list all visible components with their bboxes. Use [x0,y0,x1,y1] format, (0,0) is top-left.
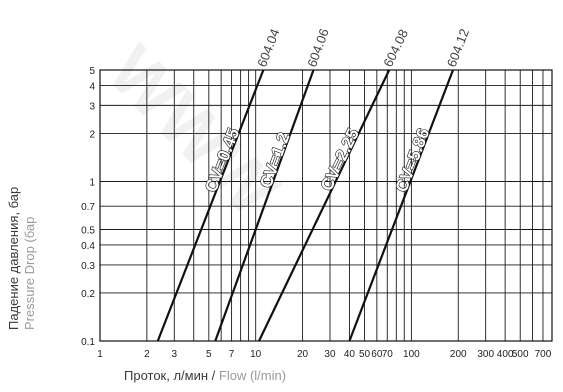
x-tick-label: 2 [144,349,150,360]
y-tick-label: 2 [89,129,95,140]
x-tick-label: 100 [403,349,420,360]
y-tick-label: 0.1 [81,337,95,348]
y-tick-label: 0.7 [81,202,95,213]
y-tick-label: 1 [89,177,95,188]
y-tick-label: 0.4 [81,241,95,252]
x-tick-label: 1 [97,349,103,360]
x-axis-label: Проток, л/мин / Flow (l/min) [124,368,286,383]
x-axis-label-separator: / [208,368,219,383]
x-axis-label-en: Flow (l/min) [218,368,287,383]
x-tick-label: 10 [250,349,262,360]
x-tick-label: 7 [229,349,235,360]
y-tick-label: 5 [89,66,95,77]
x-tick-label: 300 [477,349,494,360]
x-tick-label: 5 [206,349,212,360]
x-tick-label: 50 [359,349,371,360]
x-tick-label: 200 [450,349,467,360]
series-line-604.08 [258,69,391,342]
plot-frame [99,69,553,342]
grid [99,69,553,342]
series-name-label: 604.08 [380,27,411,69]
x-tick-label: 3 [172,349,178,360]
x-tick-label: 700 [535,349,552,360]
y-tick-label: 0.2 [81,289,95,300]
series-line-604.04 [156,69,265,342]
x-tick-label: 60 [371,349,383,360]
x-tick-label: 20 [297,349,309,360]
cv-label: CV=5.86 [392,126,434,195]
series-name-label: 604.12 [444,27,472,70]
y-tick-labels: 0.1 0.2 0.3 0.4 0.5 0.7 1 2 3 4 5 [81,66,95,348]
x-axis-label-ru: Проток, л/мин [124,368,209,383]
series-line-604.06 [214,69,315,342]
cv-label: CV=0.45 [201,126,243,195]
y-axis-label-en: Pressure Drop (бар [22,216,37,330]
series-labels: 604.04CV=0.45604.06CV=1.2604.08CV=2.2560… [201,27,472,196]
series-name-label: 604.04 [254,27,282,69]
y-axis-label-ru: Падение давления, бар [6,186,21,330]
x-tick-label: 40 [344,349,356,360]
x-tick-label: 70 [382,349,394,360]
y-tick-label: 4 [89,81,95,92]
cv-label: CV=2.25 [317,126,363,194]
y-tick-label: 3 [89,101,95,112]
series-lines [156,69,455,342]
y-tick-label: 0.5 [81,226,95,237]
x-tick-label: 500 [512,349,529,360]
x-tick-label: 30 [324,349,336,360]
y-tick-label: 0.3 [81,261,95,272]
x-tick-label: 400 [497,349,514,360]
series-name-label: 604.06 [304,27,332,69]
series-line-604.12 [348,69,455,342]
